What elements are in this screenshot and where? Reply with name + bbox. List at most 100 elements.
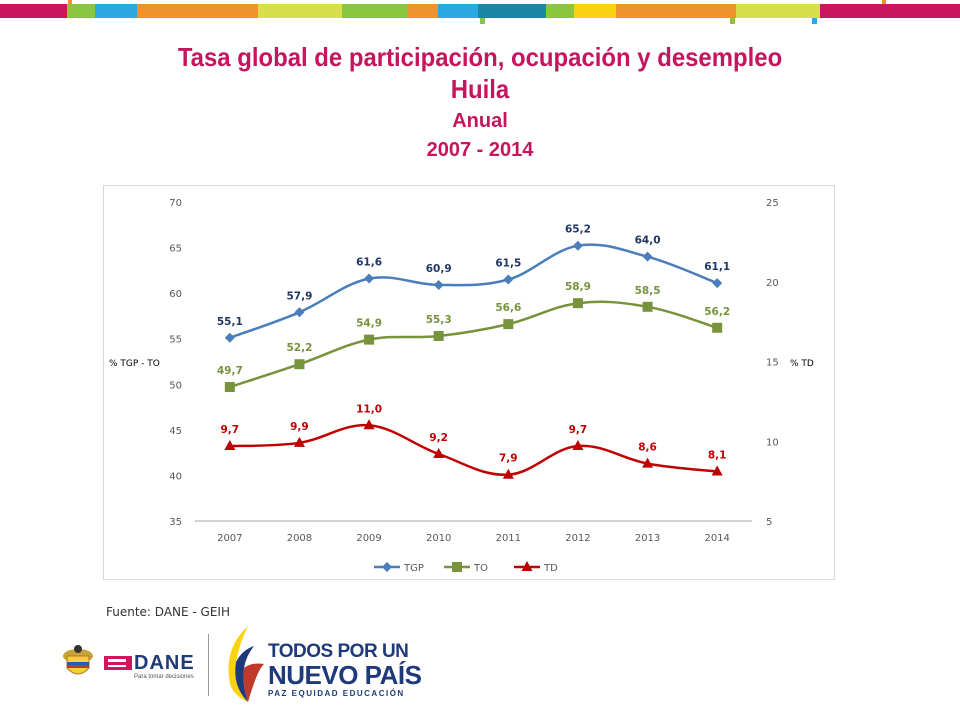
td-point xyxy=(433,448,445,459)
to-point xyxy=(433,330,444,341)
x-tick-label: 2014 xyxy=(704,533,729,544)
left-tick-label: 40 xyxy=(169,471,182,482)
td-data-label: 9,7 xyxy=(221,424,240,436)
tgp-data-label: 57,9 xyxy=(286,290,312,302)
right-tick-label: 5 xyxy=(766,517,772,528)
td-point xyxy=(363,419,375,430)
chart-periodicity: Anual xyxy=(452,110,508,132)
to-data-label: 58,5 xyxy=(635,285,661,297)
x-tick-label: 2013 xyxy=(635,533,660,544)
source-note: Fuente: DANE - GEIH xyxy=(106,605,230,619)
legend-td-marker xyxy=(521,561,533,571)
to-point xyxy=(572,298,583,309)
td-data-label: 8,1 xyxy=(708,450,727,462)
tgp-data-label: 65,2 xyxy=(565,224,591,236)
tgp-data-label: 61,1 xyxy=(704,261,730,273)
right-tick-label: 20 xyxy=(766,278,779,289)
left-axis-title: % TGP - TO xyxy=(109,359,160,369)
td-data-label: 9,2 xyxy=(429,432,448,444)
tgp-data-label: 61,6 xyxy=(356,257,382,269)
colombia-coat-of-arms-icon xyxy=(63,645,93,675)
td-series-line xyxy=(229,424,718,476)
x-tick-label: 2008 xyxy=(287,533,312,544)
chart-title: Tasa global de participación, ocupación … xyxy=(177,42,783,72)
top-color-stripe xyxy=(0,0,960,24)
campaign-line-2: NUEVO PAÍS xyxy=(268,660,422,690)
chart-region: Huila xyxy=(450,74,510,104)
campaign-line-1: TODOS POR UN xyxy=(268,641,409,662)
td-data-label: 8,6 xyxy=(638,442,657,454)
tgp-series-line xyxy=(229,243,718,339)
x-tick-label: 2012 xyxy=(565,533,590,544)
tgp-point xyxy=(712,278,723,289)
to-series-line xyxy=(229,300,718,389)
td-data-label: 9,7 xyxy=(569,424,588,436)
left-tick-label: 50 xyxy=(169,380,182,391)
dane-logo-subtitle: Para tomar decisiones xyxy=(134,674,194,680)
tgp-point xyxy=(642,251,653,262)
td-data-label: 7,9 xyxy=(499,453,518,465)
to-point xyxy=(224,382,235,393)
td-point xyxy=(572,440,584,451)
colombia-flag-swoosh-icon xyxy=(228,626,264,702)
left-tick-label: 70 xyxy=(169,198,182,209)
x-tick-label: 2007 xyxy=(217,533,242,544)
to-point xyxy=(642,301,653,312)
td-data-label: 11,0 xyxy=(356,403,382,415)
td-point xyxy=(502,468,514,479)
x-tick-label: 2009 xyxy=(356,533,381,544)
chart-period: 2007 - 2014 xyxy=(426,139,534,161)
to-data-label: 56,2 xyxy=(704,306,730,318)
footer-logos: DANE Para tomar decisiones TODOS POR UN … xyxy=(0,620,960,720)
dane-logo: DANE Para tomar decisiones xyxy=(104,650,194,680)
tgp-point xyxy=(433,279,444,290)
to-data-label: 55,3 xyxy=(426,314,452,326)
left-tick-label: 55 xyxy=(169,335,182,346)
legend-tgp-label: TGP xyxy=(403,563,424,574)
right-axis-title: % TD xyxy=(790,359,814,369)
td-point xyxy=(711,465,723,476)
tgp-data-label: 55,1 xyxy=(217,316,243,328)
right-tick-label: 15 xyxy=(766,358,779,369)
to-point xyxy=(503,319,514,330)
tgp-point xyxy=(364,273,375,284)
right-tick-label: 25 xyxy=(766,198,779,209)
to-point xyxy=(364,334,375,345)
td-point xyxy=(642,457,654,468)
campaign-logo: TODOS POR UN NUEVO PAÍS PAZ EQUIDAD EDUC… xyxy=(268,641,422,700)
x-tick-label: 2011 xyxy=(496,533,521,544)
td-point xyxy=(224,440,236,451)
logo-separator xyxy=(208,634,209,696)
tgp-point xyxy=(294,307,305,318)
tgp-point xyxy=(572,240,583,251)
to-point xyxy=(712,322,723,333)
title-block: Tasa global de participación, ocupación … xyxy=(0,40,960,164)
legend-to-marker xyxy=(452,562,462,572)
to-data-label: 56,6 xyxy=(495,302,521,314)
left-tick-label: 35 xyxy=(169,517,182,528)
tgp-data-label: 60,9 xyxy=(426,263,452,275)
legend-tgp-marker xyxy=(382,562,392,572)
chart-container: 35 40 45 50 55 60 65 70 5 10 15 20 25 % TGP - TO % TD 2… xyxy=(103,185,835,580)
tgp-point xyxy=(503,274,514,285)
left-tick-label: 45 xyxy=(169,426,182,437)
td-data-label: 9,9 xyxy=(290,421,309,433)
right-tick-label: 10 xyxy=(766,437,779,448)
line-chart: 35 40 45 50 55 60 65 70 5 10 15 20 25 % TGP - TO % TD 2… xyxy=(109,198,814,574)
campaign-line-3: PAZ EQUIDAD EDUCACIÓN xyxy=(268,689,405,698)
legend-td-label: TD xyxy=(543,563,558,574)
td-point xyxy=(293,436,305,447)
dane-logo-text: DANE xyxy=(134,652,195,674)
left-tick-label: 65 xyxy=(169,244,182,255)
dane-mark-icon xyxy=(104,656,132,670)
tgp-data-label: 64,0 xyxy=(635,235,661,247)
tgp-point xyxy=(224,332,235,343)
x-tick-label: 2010 xyxy=(426,533,451,544)
to-data-label: 49,7 xyxy=(217,365,243,377)
legend-to-label: TO xyxy=(473,563,488,574)
tgp-data-label: 61,5 xyxy=(495,257,521,269)
to-data-label: 58,9 xyxy=(565,281,591,293)
left-tick-label: 60 xyxy=(169,289,182,300)
to-data-label: 54,9 xyxy=(356,318,382,330)
to-data-label: 52,2 xyxy=(286,342,312,354)
